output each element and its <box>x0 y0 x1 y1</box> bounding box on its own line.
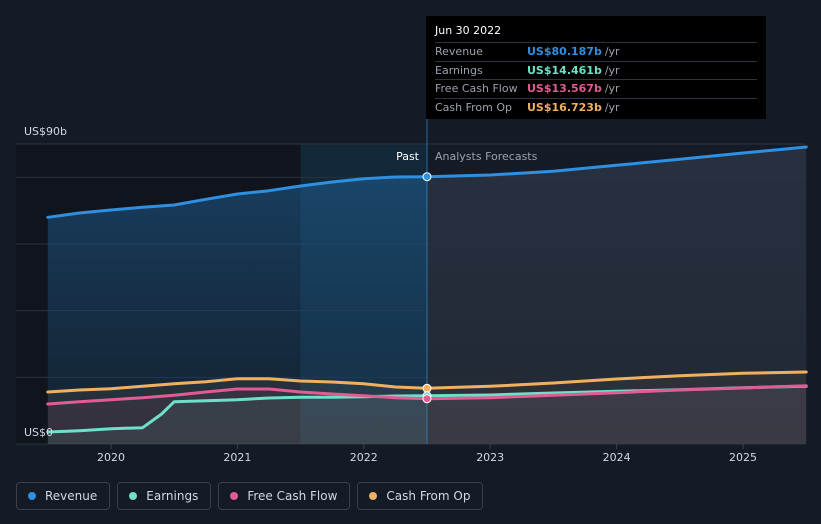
tooltip: Jun 30 2022 Revenue US$80.187b /yr Earni… <box>426 16 766 119</box>
tooltip-date: Jun 30 2022 <box>435 24 502 37</box>
forecast-label: Analysts Forecasts <box>435 150 538 163</box>
legend-item-revenue[interactable]: Revenue <box>16 482 111 510</box>
tooltip-value: US$14.461b <box>527 63 602 77</box>
x-tick-label: 2022 <box>350 451 378 464</box>
legend-label: Free Cash Flow <box>247 489 338 503</box>
tooltip-value: US$80.187b <box>527 45 602 59</box>
x-tick-label: 2025 <box>729 451 757 464</box>
legend: Revenue Earnings Free Cash Flow Cash Fro… <box>16 482 484 510</box>
tooltip-unit: /yr <box>604 45 620 59</box>
legend-item-earnings[interactable]: Earnings <box>117 482 212 510</box>
tooltip-unit: /yr <box>604 63 620 77</box>
line-earnings <box>46 384 808 434</box>
area-earnings <box>47 395 428 444</box>
tooltip-unit: /yr <box>604 82 620 96</box>
legend-label: Cash From Op <box>386 489 471 503</box>
tooltip-label: Cash From Op <box>435 100 513 114</box>
tooltip-label: Earnings <box>435 63 483 77</box>
tooltip-row-earnings: Earnings US$14.461b /yr <box>435 60 757 80</box>
series-lines <box>46 145 808 434</box>
legend-dot-icon <box>369 492 378 500</box>
area-revenue <box>47 176 428 444</box>
tooltip-label: Revenue <box>435 45 483 59</box>
area-revenue <box>427 147 807 444</box>
x-axis-ticks: 2020 2021 2022 2023 2024 2025 <box>97 444 757 464</box>
tooltip-row-cash-from-op: Cash From Op US$16.723b /yr <box>435 97 757 117</box>
y-axis-bottom-label: US$0 <box>24 426 53 439</box>
x-tick-label: 2021 <box>223 451 251 464</box>
legend-label: Revenue <box>45 489 98 503</box>
area-free-cash-flow <box>427 385 807 444</box>
tooltip-value: US$16.723b <box>527 100 602 114</box>
marker-free-cash-flow[interactable] <box>422 394 432 404</box>
legend-item-free-cash-flow[interactable]: Free Cash Flow <box>218 482 351 510</box>
legend-dot-icon <box>230 492 239 500</box>
marker-revenue[interactable] <box>422 172 432 182</box>
x-tick-label: 2023 <box>476 451 504 464</box>
line-cash-from-op <box>46 370 808 394</box>
tooltip-value: US$13.567b <box>527 82 602 96</box>
tooltip-label: Free Cash Flow <box>435 82 518 96</box>
y-axis-top-label: US$90b <box>24 125 67 138</box>
line-revenue <box>46 145 808 219</box>
x-tick-label: 2020 <box>97 451 125 464</box>
legend-item-cash-from-op[interactable]: Cash From Op <box>357 482 484 510</box>
legend-dot-icon <box>129 492 138 500</box>
marker-cash-from-op[interactable] <box>422 383 432 393</box>
x-tick-label: 2024 <box>603 451 631 464</box>
tooltip-row-free-cash-flow: Free Cash Flow US$13.567b /yr <box>435 79 757 98</box>
line-free-cash-flow <box>46 384 808 406</box>
tooltip-row-revenue: Revenue US$80.187b /yr <box>435 42 757 61</box>
tooltip-unit: /yr <box>604 100 620 114</box>
area-free-cash-flow <box>47 389 428 444</box>
past-label: Past <box>396 150 420 163</box>
legend-dot-icon <box>28 492 36 500</box>
legend-label: Earnings <box>146 489 199 503</box>
point-markers <box>422 172 432 404</box>
area-earnings <box>427 386 807 444</box>
